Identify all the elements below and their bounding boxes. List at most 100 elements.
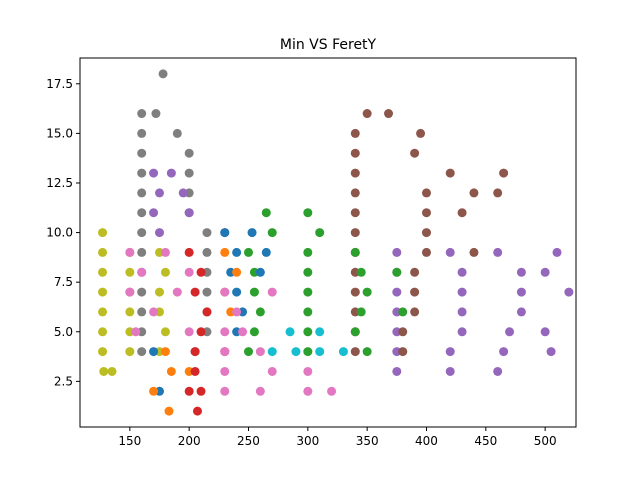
- data-point: [125, 247, 135, 257]
- data-point: [184, 386, 194, 396]
- data-point: [184, 148, 194, 158]
- data-point: [445, 168, 455, 178]
- data-point: [184, 247, 194, 257]
- data-point: [166, 168, 176, 178]
- data-point: [125, 267, 135, 277]
- data-point: [303, 386, 313, 396]
- data-point: [196, 267, 206, 277]
- data-point: [421, 228, 431, 238]
- data-point: [125, 347, 135, 357]
- data-point: [303, 307, 313, 317]
- data-point: [315, 327, 325, 337]
- data-point: [98, 228, 108, 238]
- data-point: [505, 327, 515, 337]
- data-point: [137, 267, 147, 277]
- data-point: [350, 148, 360, 158]
- data-point: [410, 287, 420, 297]
- data-point: [249, 327, 259, 337]
- data-point: [184, 168, 194, 178]
- data-point: [546, 347, 556, 357]
- data-point: [457, 327, 467, 337]
- data-point: [516, 307, 526, 317]
- data-point: [220, 366, 230, 376]
- data-point: [220, 347, 230, 357]
- data-point: [303, 247, 313, 257]
- data-point: [232, 247, 242, 257]
- chart-title: Min VS FeretY: [280, 37, 377, 53]
- data-point: [155, 228, 165, 238]
- data-point: [160, 327, 170, 337]
- data-point: [267, 228, 277, 238]
- data-point: [350, 327, 360, 337]
- x-axis: 150 200 250 300 350 400 450 500: [118, 427, 557, 448]
- data-point: [149, 386, 159, 396]
- data-point: [255, 347, 265, 357]
- data-point: [350, 168, 360, 178]
- data-point: [149, 168, 159, 178]
- data-point: [398, 307, 408, 317]
- plot-frame: [79, 57, 577, 428]
- data-point: [184, 208, 194, 218]
- data-point: [493, 247, 503, 257]
- data-point: [267, 287, 277, 297]
- data-point: [220, 228, 230, 238]
- data-point: [350, 188, 360, 198]
- points-layer: [98, 69, 574, 416]
- data-point: [232, 267, 242, 277]
- y-tick-label: 12.5: [46, 176, 73, 190]
- data-point: [469, 188, 479, 198]
- data-point: [457, 307, 467, 317]
- data-point: [137, 148, 147, 158]
- data-point: [160, 247, 170, 257]
- data-point: [158, 69, 168, 79]
- data-point: [131, 327, 141, 337]
- data-point: [202, 247, 212, 257]
- data-point: [499, 168, 509, 178]
- data-point: [98, 247, 108, 257]
- data-point: [190, 366, 200, 376]
- data-point: [249, 287, 259, 297]
- data-point: [493, 188, 503, 198]
- y-tick-label: 5.0: [54, 325, 73, 339]
- data-point: [137, 307, 147, 317]
- data-point: [384, 109, 394, 119]
- data-point: [155, 188, 165, 198]
- data-point: [261, 247, 271, 257]
- data-point: [457, 287, 467, 297]
- data-point: [327, 386, 337, 396]
- y-tick-label: 17.5: [46, 77, 73, 91]
- data-point: [98, 347, 108, 357]
- data-point: [350, 208, 360, 218]
- data-point: [178, 188, 188, 198]
- data-point: [232, 287, 242, 297]
- x-tick-label: 200: [178, 434, 201, 448]
- data-point: [362, 287, 372, 297]
- data-point: [238, 327, 248, 337]
- data-point: [261, 208, 271, 218]
- data-point: [202, 307, 212, 317]
- data-point: [356, 307, 366, 317]
- data-point: [172, 287, 182, 297]
- data-point: [445, 347, 455, 357]
- data-point: [98, 327, 108, 337]
- data-point: [303, 327, 313, 337]
- data-point: [220, 287, 230, 297]
- data-point: [172, 128, 182, 138]
- data-point: [421, 247, 431, 257]
- y-tick-label: 7.5: [54, 275, 73, 289]
- data-point: [137, 168, 147, 178]
- data-point: [410, 307, 420, 317]
- data-point: [155, 287, 165, 297]
- data-point: [184, 327, 194, 337]
- data-point: [125, 287, 135, 297]
- data-point: [255, 267, 265, 277]
- data-point: [99, 366, 109, 376]
- x-tick-label: 500: [534, 434, 557, 448]
- data-point: [493, 366, 503, 376]
- data-point: [350, 347, 360, 357]
- data-point: [303, 208, 313, 218]
- data-point: [410, 267, 420, 277]
- data-point: [416, 128, 426, 138]
